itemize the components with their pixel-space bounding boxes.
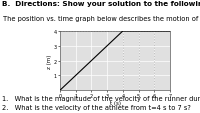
Text: 2.   What is the velocity of the athlete from t=4 s to 7 s?: 2. What is the velocity of the athlete f… — [2, 105, 191, 111]
Text: The position vs. time graph below describes the motion of a runner.: The position vs. time graph below descri… — [3, 16, 200, 22]
Text: B.  Directions: Show your solution to the following problems.: B. Directions: Show your solution to the… — [2, 1, 200, 7]
Text: 1.   What is the magnitude of the velocity of the runner during the first 4 seco: 1. What is the magnitude of the velocity… — [2, 95, 200, 101]
X-axis label: t (s): t (s) — [110, 100, 120, 105]
Y-axis label: z (m): z (m) — [47, 54, 52, 68]
